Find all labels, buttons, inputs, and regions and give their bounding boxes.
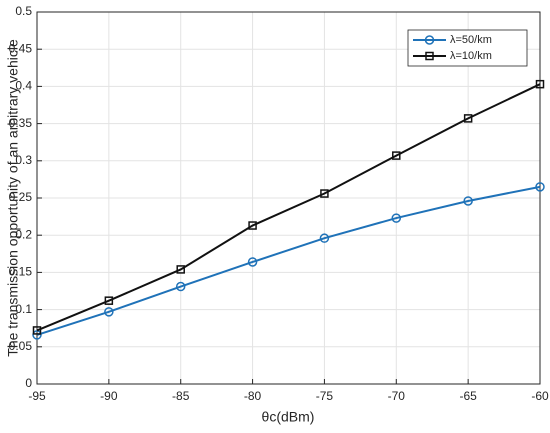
y-tick-label: 0.4: [15, 79, 32, 93]
marker: [424, 35, 435, 45]
marker: [32, 326, 42, 335]
marker: [535, 182, 545, 192]
x-tick-label: -85: [172, 389, 190, 403]
y-tick-label: 0.25: [9, 190, 33, 204]
y-tick-label: 0.35: [9, 116, 33, 130]
y-tick-label: 0.5: [15, 4, 32, 18]
marker: [425, 51, 434, 61]
marker: [319, 233, 330, 243]
marker: [175, 281, 186, 292]
x-tick-label: -95: [28, 389, 46, 403]
y-tick-label: 0.15: [9, 265, 33, 279]
marker: [463, 196, 473, 206]
marker: [535, 79, 545, 89]
legend: λ=50/km λ=10/km: [407, 29, 528, 67]
x-tick-label: -60: [531, 389, 549, 403]
marker: [176, 265, 185, 274]
marker: [320, 189, 329, 198]
marker: [392, 151, 401, 160]
marker: [391, 213, 402, 223]
marker: [463, 114, 473, 123]
legend-label: λ=10/km: [450, 50, 492, 62]
x-tick-label: -65: [459, 389, 477, 403]
marker: [247, 257, 258, 267]
y-tick-label: 0.3: [15, 153, 32, 167]
x-tick-label: -75: [316, 389, 334, 403]
x-tick-label: -90: [100, 389, 118, 403]
marker: [32, 330, 42, 340]
legend-label: λ=50/km: [450, 34, 492, 46]
y-tick-label: 0: [25, 376, 32, 390]
marker: [248, 221, 257, 230]
y-tick-label: 0.05: [9, 339, 33, 353]
plot-frame: [36, 11, 541, 385]
y-tick-label: 0.1: [15, 302, 32, 316]
series-line: [36, 185, 541, 336]
y-tick-label: 0.45: [9, 41, 33, 55]
y-tick-label: 0.2: [15, 227, 32, 241]
x-tick-label: -80: [244, 389, 262, 403]
series-line: [36, 83, 541, 332]
marker: [104, 307, 114, 317]
x-tick-label: -70: [388, 389, 406, 403]
y-axis-label: The transmission opportunity of an arbit…: [5, 39, 21, 357]
marker: [104, 296, 114, 305]
x-axis-label: θc(dBm): [262, 409, 315, 425]
